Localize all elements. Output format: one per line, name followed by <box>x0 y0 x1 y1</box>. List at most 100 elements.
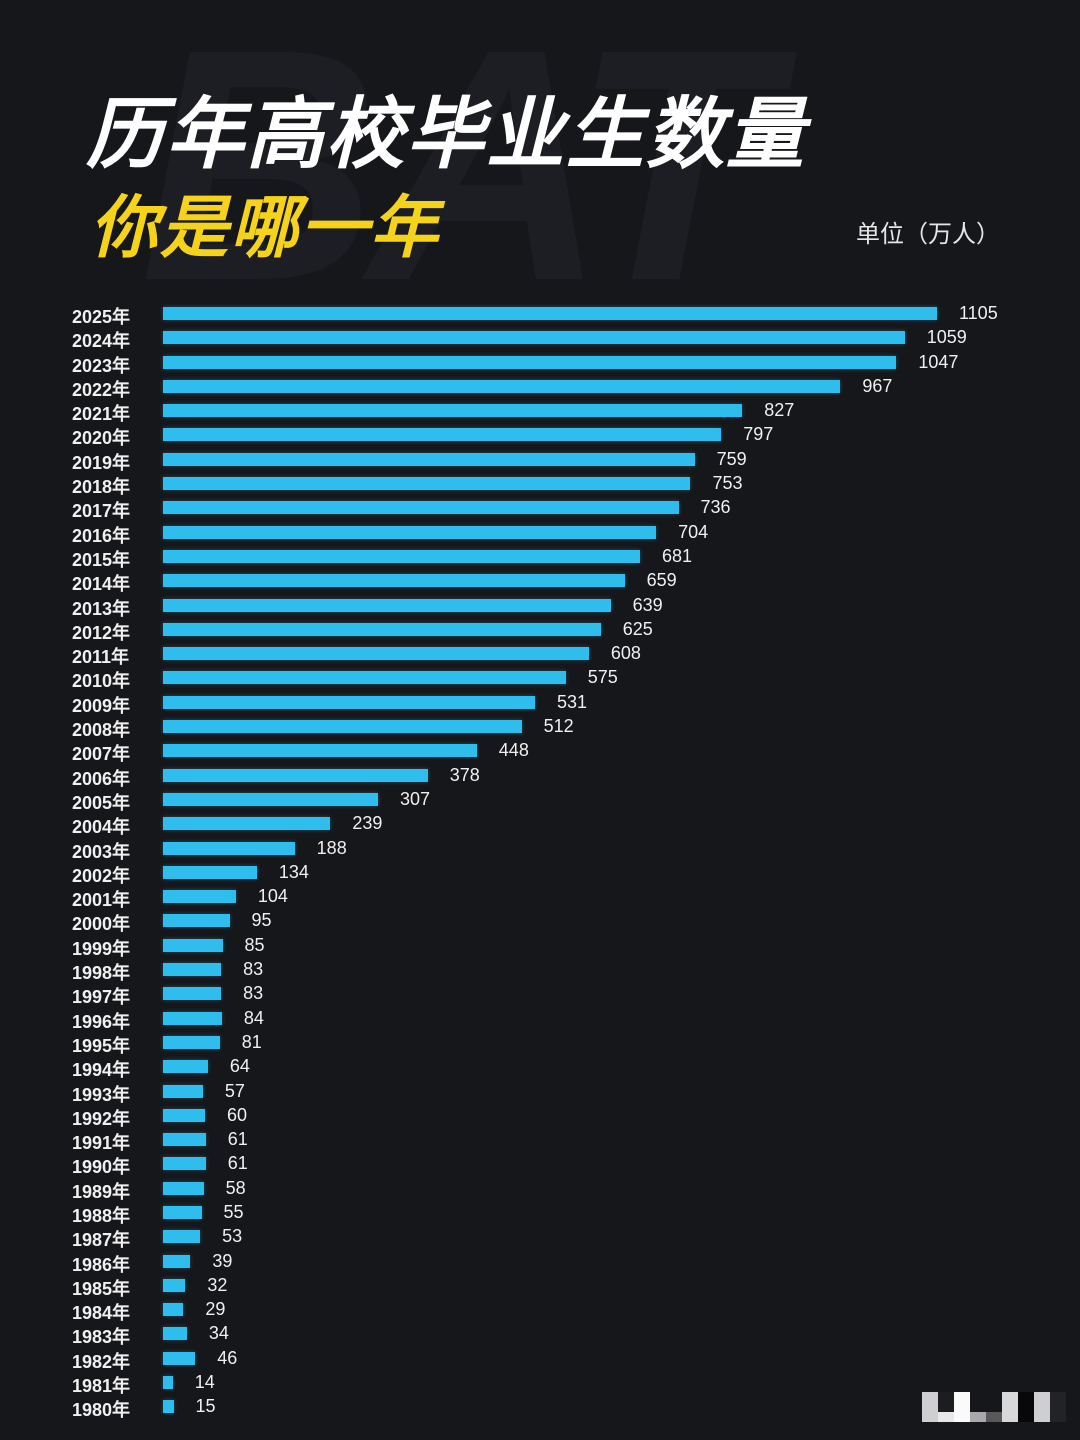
year-label: 1984年 <box>72 1303 131 1324</box>
bar-row: 1993年 57 <box>0 1079 1080 1105</box>
bar <box>163 1351 196 1365</box>
bar <box>163 671 566 685</box>
bar-row: 1997年 83 <box>0 981 1080 1007</box>
bar <box>163 1303 184 1317</box>
year-label: 1983年 <box>72 1327 131 1348</box>
bar <box>163 914 230 928</box>
value-label: 681 <box>662 545 693 566</box>
bar <box>163 477 691 491</box>
bar <box>163 744 477 758</box>
bar <box>163 428 722 442</box>
bar <box>163 1400 174 1414</box>
value-label: 58 <box>225 1177 246 1198</box>
value-label: 85 <box>244 934 265 955</box>
value-label: 531 <box>556 691 587 712</box>
year-label: 2024年 <box>72 331 131 352</box>
year-label: 2007年 <box>72 744 131 765</box>
bar-row: 1983年 34 <box>0 1321 1080 1347</box>
value-label: 95 <box>251 910 272 931</box>
year-label: 2014年 <box>72 574 131 595</box>
value-label: 659 <box>646 570 677 591</box>
year-label: 1980年 <box>72 1400 131 1421</box>
value-label: 188 <box>316 837 347 858</box>
value-label: 1105 <box>959 303 998 323</box>
bar <box>163 404 743 418</box>
bar-row: 1994年 64 <box>0 1054 1080 1080</box>
bar-row: 1990年 61 <box>0 1151 1080 1177</box>
value-label: 134 <box>278 861 309 882</box>
value-label: 239 <box>352 813 383 834</box>
year-label: 2017年 <box>72 501 131 522</box>
bar-row: 2022年 967 <box>0 374 1080 400</box>
bar-row: 2016年 704 <box>0 520 1080 546</box>
bar-row: 1980年 15 <box>0 1394 1080 1420</box>
bar <box>163 865 257 879</box>
year-label: 1981年 <box>72 1376 131 1397</box>
year-label: 1999年 <box>72 938 131 959</box>
value-label: 14 <box>194 1372 215 1393</box>
year-label: 1995年 <box>72 1035 131 1056</box>
bar-row: 1987年 53 <box>0 1224 1080 1250</box>
year-label: 2003年 <box>72 841 131 862</box>
bar-row: 2019年 759 <box>0 447 1080 473</box>
year-label: 1989年 <box>72 1181 131 1202</box>
bar <box>163 841 295 855</box>
bar-row: 1984年 29 <box>0 1297 1080 1323</box>
page-subtitle: 你是哪一年 <box>90 189 441 268</box>
bar-row: 2013年 639 <box>0 593 1080 619</box>
year-label: 2000年 <box>72 914 131 935</box>
bar-row: 1981年 14 <box>0 1370 1080 1396</box>
bar <box>163 452 695 466</box>
value-label: 827 <box>764 400 795 421</box>
year-label: 2012年 <box>72 622 131 643</box>
bar-row: 2024年 1059 <box>0 325 1080 351</box>
value-label: 378 <box>449 764 480 785</box>
bar-row: 1988年 55 <box>0 1200 1080 1226</box>
value-label: 307 <box>400 788 431 809</box>
year-label: 1994年 <box>72 1060 131 1081</box>
bar-row: 1998年 83 <box>0 957 1080 983</box>
year-label: 1982年 <box>72 1351 131 1372</box>
value-label: 967 <box>862 375 893 396</box>
value-label: 53 <box>222 1226 243 1247</box>
bar <box>163 1254 191 1268</box>
year-label: 2013年 <box>72 598 131 619</box>
bar <box>163 792 379 806</box>
bar-row: 2005年 307 <box>0 787 1080 813</box>
year-label: 2022年 <box>72 379 131 400</box>
year-label: 2021年 <box>72 404 131 425</box>
bar <box>163 1327 187 1341</box>
value-label: 83 <box>243 959 264 980</box>
value-label: 81 <box>241 1031 262 1052</box>
bar-row: 2001年 104 <box>0 884 1080 910</box>
value-label: 15 <box>195 1396 216 1417</box>
bar-row: 1982年 46 <box>0 1346 1080 1372</box>
bar-row: 2003年 188 <box>0 836 1080 862</box>
value-label: 46 <box>217 1347 238 1368</box>
year-label: 1990年 <box>72 1157 131 1178</box>
year-label: 1988年 <box>72 1205 131 1226</box>
year-label: 1986年 <box>72 1254 131 1275</box>
bar <box>163 963 222 977</box>
bar-row: 1986年 39 <box>0 1249 1080 1275</box>
bar-row: 2009年 531 <box>0 690 1080 716</box>
bar <box>163 1084 203 1098</box>
bar <box>163 1181 204 1195</box>
value-label: 625 <box>622 618 653 639</box>
bar-row: 2011年 608 <box>0 641 1080 667</box>
year-label: 1998年 <box>72 963 131 984</box>
value-label: 759 <box>716 448 747 469</box>
year-label: 2006年 <box>72 768 131 789</box>
year-label: 2002年 <box>72 865 131 886</box>
value-label: 84 <box>243 1007 264 1028</box>
bar <box>163 695 535 709</box>
value-label: 32 <box>207 1274 228 1295</box>
bar-row: 1985年 32 <box>0 1273 1080 1299</box>
bar-row: 2015年 681 <box>0 544 1080 570</box>
bar <box>163 1035 220 1049</box>
year-label: 2010年 <box>72 671 131 692</box>
year-label: 1997年 <box>72 987 131 1008</box>
value-label: 1059 <box>926 327 967 348</box>
bar <box>163 1011 222 1025</box>
bar-row: 1995年 81 <box>0 1030 1080 1056</box>
